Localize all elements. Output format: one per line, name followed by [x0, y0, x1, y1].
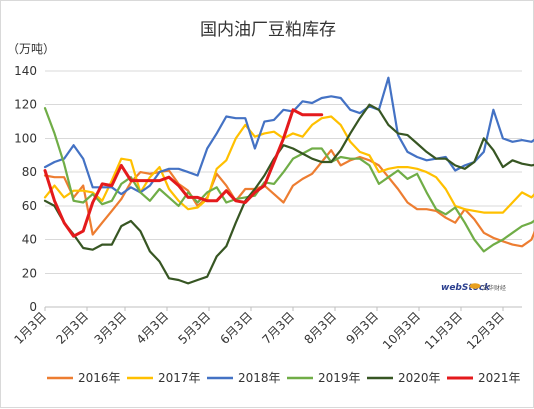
series-line-2021年 — [43, 108, 324, 238]
legend-label: 2020年 — [398, 371, 441, 385]
legend-label: 2017年 — [158, 371, 201, 385]
x-tick-label: 5月3日 — [176, 309, 214, 347]
y-tick-label: 20 — [22, 266, 37, 280]
x-tick-label: 7月3日 — [259, 309, 297, 347]
y-tick-label: 80 — [22, 165, 37, 179]
y-axis-unit-label: （万吨） — [7, 42, 55, 56]
y-tick-label: 140 — [14, 64, 37, 78]
x-tick-label: 8月3日 — [301, 309, 339, 347]
legend: 2016年 2017年 2018年 2019年 2020年 2021年 — [47, 371, 521, 385]
series-line-2016年 — [43, 149, 534, 248]
x-tick-label: 4月3日 — [134, 309, 172, 347]
legend-label: 2021年 — [478, 371, 521, 385]
x-tick-label: 11月3日 — [422, 309, 465, 352]
svg-text:文华财经: 文华财经 — [482, 284, 506, 292]
gridlines — [45, 70, 522, 308]
x-tick-label: 1月3日 — [11, 309, 49, 347]
x-tick-label: 10月3日 — [380, 309, 423, 352]
y-tick-label: 60 — [22, 199, 37, 213]
y-tick-label: 120 — [14, 98, 37, 112]
series-line-2020年 — [43, 103, 534, 285]
x-axis-tick-labels: 1月3日 2月3日 3月3日 4月3日 5月3日 6月3日 7月3日 8月3日 9月3日10月3… — [11, 307, 507, 352]
series-line-2017年 — [43, 115, 534, 214]
legend-label: 2018年 — [238, 371, 281, 385]
chart-title: 国内油厂豆粕库存 — [200, 20, 336, 40]
x-tick-label: 12月3日 — [464, 309, 507, 352]
legend-label: 2016年 — [78, 371, 121, 385]
webstock-watermark-logo: webStock 文华财经 — [441, 283, 506, 293]
series-line-2019年 — [43, 106, 534, 253]
y-tick-label: 40 — [22, 233, 37, 247]
x-tick-label: 9月3日 — [343, 309, 381, 347]
series-line-2018年 — [43, 76, 534, 196]
y-tick-label: 0 — [29, 300, 37, 314]
y-axis-tick-labels: 0 20 40 60 80 100 120 140 — [14, 64, 37, 314]
x-tick-label: 2月3日 — [53, 309, 91, 347]
x-tick-label: 6月3日 — [218, 309, 256, 347]
legend-label: 2019年 — [318, 371, 361, 385]
series-lines — [43, 76, 534, 285]
svg-text:webStock: webStock — [441, 283, 491, 293]
y-tick-label: 100 — [14, 131, 37, 145]
x-tick-label: 3月3日 — [92, 309, 130, 347]
